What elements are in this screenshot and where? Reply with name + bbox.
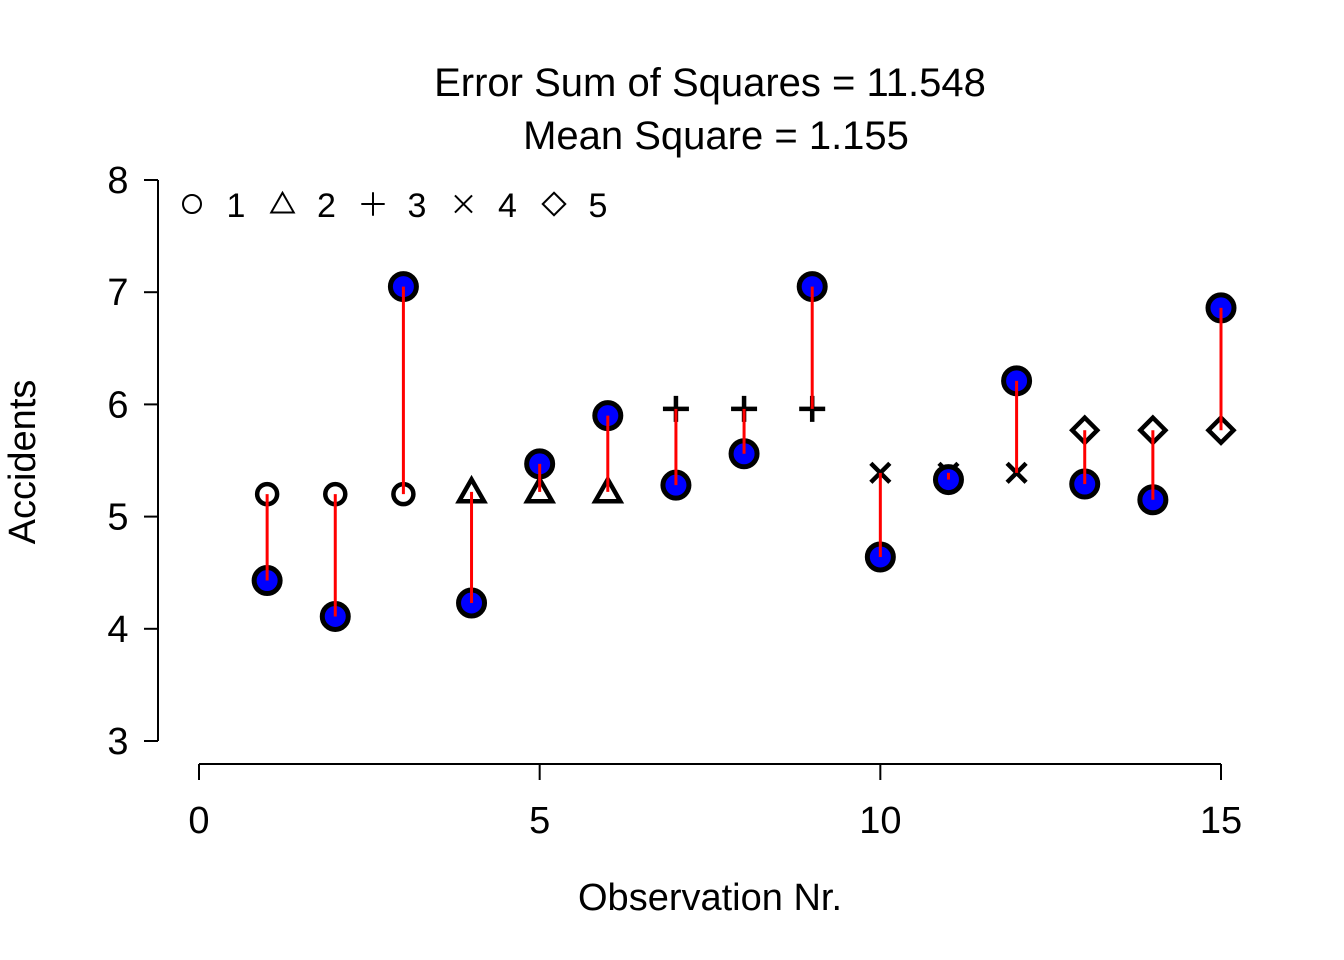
legend-symbol-triangle: [269, 190, 296, 214]
legend-label: 1: [227, 187, 246, 225]
chart-title: Error Sum of Squares = 11.548: [434, 61, 986, 105]
legend: 1 2 3 4 5: [182, 187, 608, 225]
y-tick-label: 3: [107, 721, 128, 763]
legend-label: 2: [317, 187, 336, 225]
x-tick-label: 0: [188, 800, 209, 842]
legend-label: 4: [498, 187, 517, 225]
y-tick-label: 4: [107, 609, 128, 651]
legend-label: 5: [589, 187, 608, 225]
y-tick-label: 7: [107, 272, 128, 314]
y-tick-label: 6: [107, 384, 128, 426]
group-mean-marker: [1205, 414, 1237, 446]
x-tick-label: 5: [529, 800, 550, 842]
x-axis-label: Observation Nr.: [578, 877, 842, 919]
group-mean-marker: [523, 474, 557, 504]
legend-label: 3: [408, 187, 427, 225]
y-tick-label: 8: [107, 160, 128, 202]
group-mean-marker: [591, 474, 625, 504]
x-tick-label: 10: [859, 800, 901, 842]
y-axis-label: Accidents: [2, 380, 44, 545]
legend-symbol-cross: [454, 194, 473, 214]
chart-subtitle: Mean Square = 1.155: [523, 114, 909, 158]
residual-lines: [265, 286, 1223, 617]
legend-symbol-plus: [361, 192, 385, 216]
legend-symbol-circle: [182, 194, 202, 214]
x-tick-label: 15: [1200, 800, 1242, 842]
legend-symbol-diamond: [541, 191, 567, 217]
y-tick-label: 5: [107, 497, 128, 539]
